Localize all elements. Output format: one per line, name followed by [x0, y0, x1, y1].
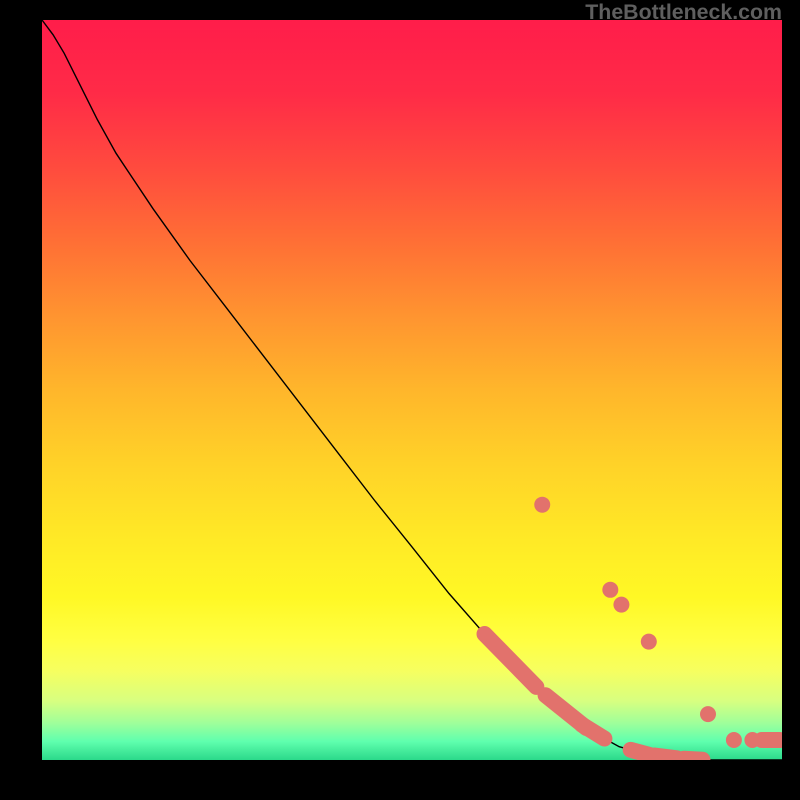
- marker-dot: [726, 732, 742, 748]
- marker-dot: [602, 582, 618, 598]
- marker-pill: [631, 750, 650, 755]
- curve-layer: [42, 20, 782, 760]
- marker-pill: [582, 725, 604, 739]
- marker-pill: [684, 759, 703, 760]
- marker-dot: [641, 634, 657, 650]
- marker-dot: [613, 597, 629, 613]
- marker-pill: [655, 756, 677, 759]
- marker-dot: [700, 706, 716, 722]
- marker-dot: [534, 497, 550, 513]
- bottleneck-curve: [42, 20, 782, 760]
- plot-area: [42, 20, 782, 760]
- watermark-text: TheBottleneck.com: [585, 0, 782, 25]
- marker-pill: [485, 634, 537, 687]
